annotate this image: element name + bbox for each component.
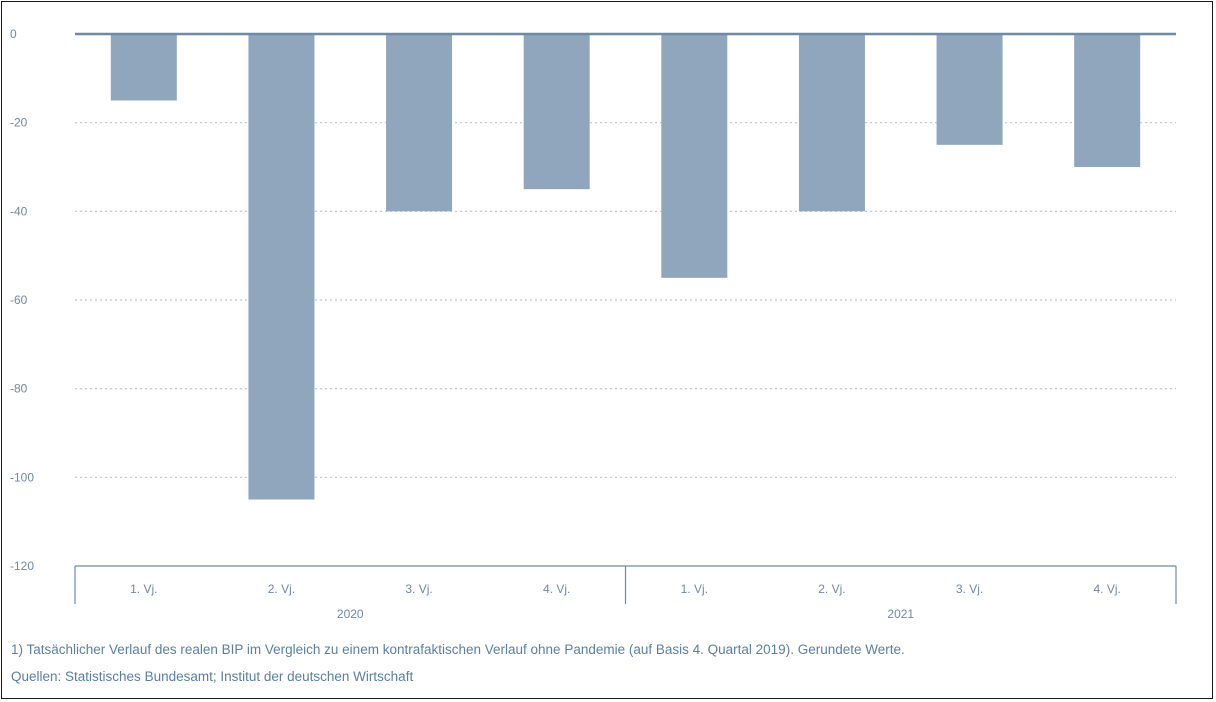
footnote-text: 1) Tatsächlicher Verlauf des realen BIP …: [11, 642, 905, 657]
x-tick-label: 3. Vj.: [956, 582, 983, 596]
x-group-label: 2020: [337, 607, 364, 621]
axes: [74, 32, 1177, 604]
y-tick-label: 0: [10, 27, 17, 41]
x-tick-label: 2. Vj.: [268, 582, 295, 596]
bar: [936, 34, 1003, 145]
x-tick-label: 2. Vj.: [818, 582, 845, 596]
tick-labels: 0 -20 -40 -60 -80 -100 -120 1. Vj. 2. Vj. 3. Vj. 4…: [10, 27, 1121, 621]
x-tick-label: 3. Vj.: [405, 582, 432, 596]
source-text: Quellen: Statistisches Bundesamt; Instit…: [11, 669, 414, 684]
grid-lines: [75, 122, 1176, 478]
y-tick-label: -100: [10, 470, 34, 484]
x-tick-label: 1. Vj.: [130, 582, 157, 596]
bar: [798, 34, 865, 212]
x-tick-label: 4. Vj.: [543, 582, 570, 596]
bar: [110, 34, 177, 101]
bar: [386, 34, 453, 212]
y-tick-label: -20: [10, 116, 28, 130]
y-tick-label: -40: [10, 204, 28, 218]
y-tick-label: -60: [10, 293, 28, 307]
bar: [248, 34, 315, 500]
bar: [661, 34, 728, 278]
x-tick-label: 1. Vj.: [681, 582, 708, 596]
bar-chart: 0 -20 -40 -60 -80 -100 -120 1. Vj. 2. Vj. 3. Vj. 4…: [10, 27, 1177, 621]
x-group-label: 2021: [887, 607, 914, 621]
y-tick-label: -120: [10, 559, 34, 573]
x-tick-label: 4. Vj.: [1094, 582, 1121, 596]
y-tick-label: -80: [10, 382, 28, 396]
bar: [523, 34, 590, 190]
bar: [1074, 34, 1141, 167]
bars: [110, 34, 1141, 500]
